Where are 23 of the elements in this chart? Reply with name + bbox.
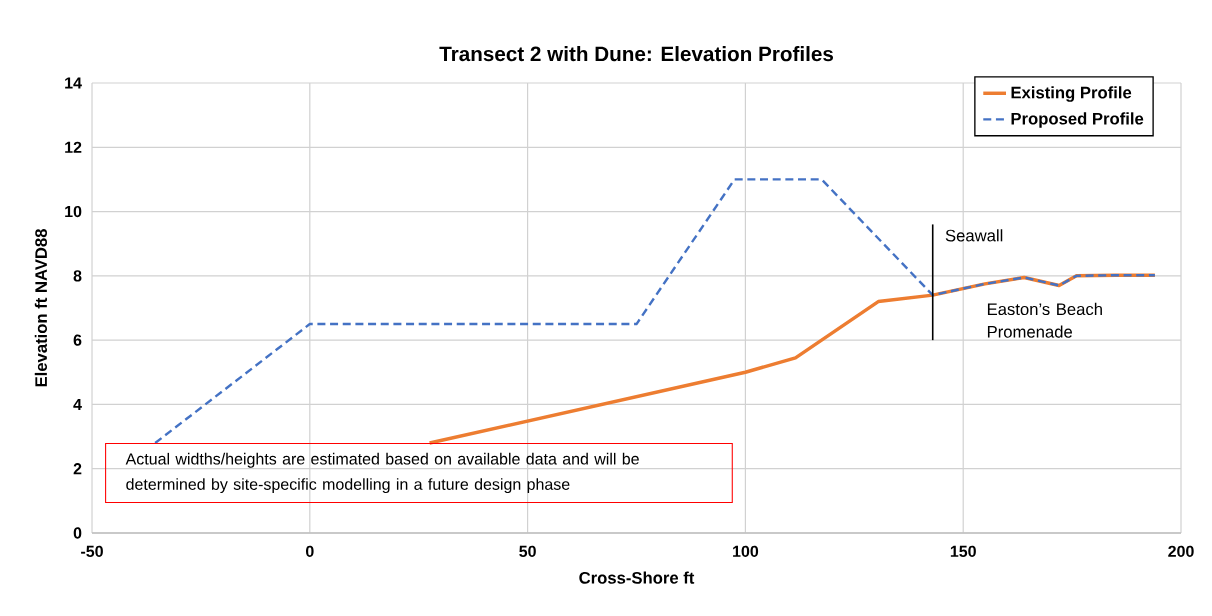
x-axis-title: Cross-Shore ft	[579, 571, 695, 584]
y-tick-label: 12	[65, 141, 82, 153]
y-tick-label: 0	[73, 527, 82, 539]
y-tick-label: 4	[73, 398, 82, 410]
legend-label: Existing Profile	[1011, 86, 1132, 102]
y-tick-label: 2	[73, 463, 82, 475]
annotation: Actual widths/heights are estimated based on available data and will be determined by site-specific modelling in a future design phase	[125, 452, 639, 494]
x-tick-label: 50	[519, 545, 536, 558]
x-tick-label: 150	[950, 545, 976, 558]
y-tick-label: 10	[65, 205, 82, 218]
x-tick-label: 200	[1168, 545, 1194, 558]
y-tick-label: 14	[65, 77, 82, 89]
y-tick-label: 8	[73, 270, 82, 282]
y-axis-title: Elevation ft NAVD88	[34, 229, 48, 387]
line-series	[153, 178, 1157, 445]
y-tick-label: 6	[73, 334, 82, 346]
legend-label: Proposed Profile	[1011, 112, 1144, 128]
chart-title: Transect 2 with Dune: Elevation Profiles	[439, 46, 834, 62]
x-tick-label: -50	[81, 545, 103, 558]
annotation: Seawall	[945, 229, 1003, 242]
annotation: Easton’s Beach Promenade	[987, 302, 1102, 338]
x-tick-label: 100	[733, 545, 759, 558]
x-tick-label: 0	[305, 545, 314, 558]
